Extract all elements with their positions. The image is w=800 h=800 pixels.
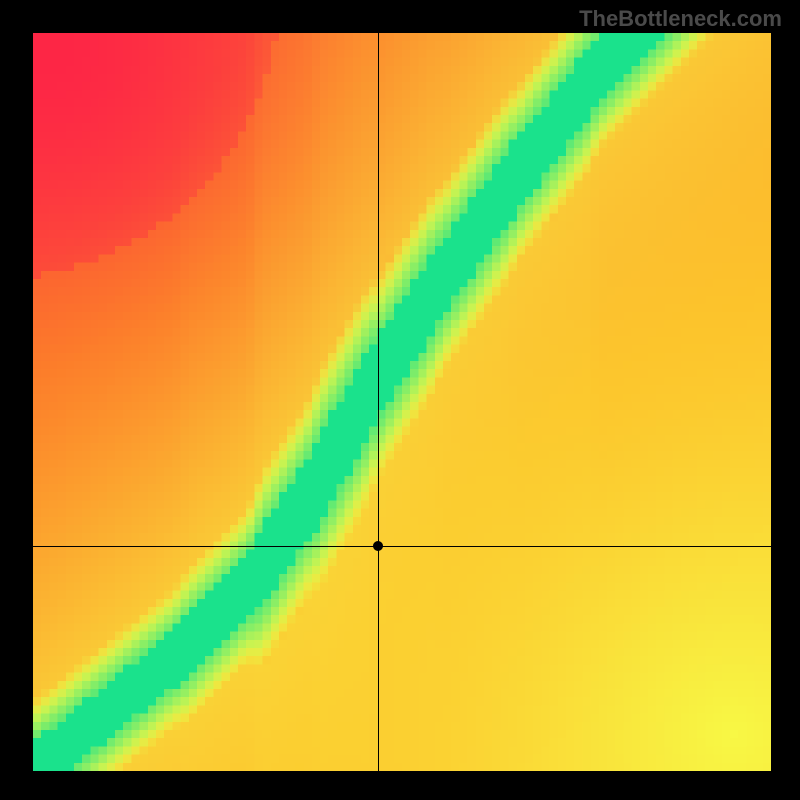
chart-container: { "watermark": { "text": "TheBottleneck.… <box>0 0 800 800</box>
heatmap-plot <box>33 33 771 771</box>
crosshair-vertical <box>378 33 379 771</box>
watermark-text: TheBottleneck.com <box>579 6 782 32</box>
crosshair-horizontal <box>33 546 771 547</box>
heatmap-canvas <box>33 33 771 771</box>
